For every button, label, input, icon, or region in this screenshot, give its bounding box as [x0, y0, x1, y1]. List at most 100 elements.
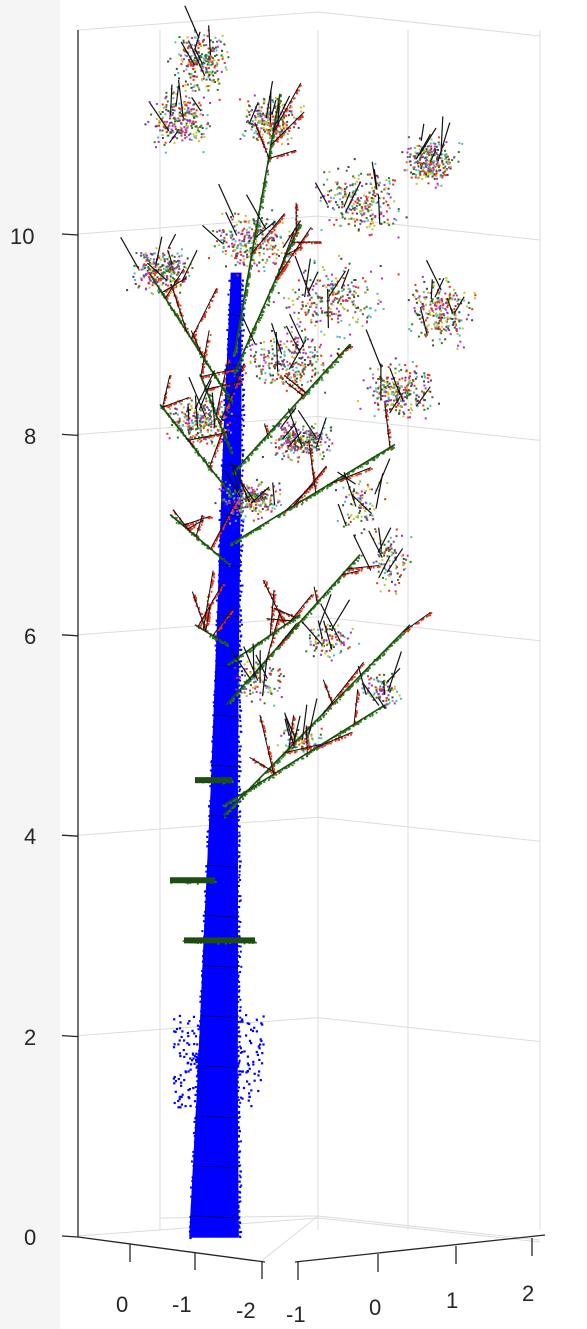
- trunk-slice: [211, 755, 239, 759]
- trunk-slice: [219, 545, 241, 549]
- point: [241, 460, 244, 462]
- point: [246, 1062, 249, 1065]
- point: [221, 530, 224, 533]
- point: [220, 420, 223, 423]
- point: [236, 1105, 239, 1108]
- point: [289, 410, 292, 413]
- point: [236, 383, 238, 385]
- point: [200, 1063, 203, 1066]
- point: [238, 1110, 241, 1113]
- point: [307, 726, 310, 729]
- trunk-slice: [219, 543, 241, 547]
- point: [224, 420, 227, 423]
- point: [219, 604, 222, 607]
- point: [238, 900, 241, 903]
- point: [237, 736, 240, 738]
- point: [231, 661, 234, 664]
- point: [202, 460, 205, 463]
- trunk-slice: [190, 1216, 239, 1220]
- point: [228, 370, 231, 372]
- trunk-slice: [219, 541, 241, 545]
- point: [237, 1000, 240, 1003]
- point: [309, 444, 312, 447]
- point: [208, 517, 211, 520]
- point: [222, 453, 225, 456]
- point: [369, 667, 371, 669]
- trunk-slice: [213, 717, 239, 721]
- point: [195, 598, 197, 601]
- point: [203, 1065, 206, 1068]
- point: [272, 653, 275, 656]
- point: [237, 604, 240, 607]
- point: [220, 534, 223, 537]
- point: [226, 1062, 229, 1065]
- trunk-slice: [219, 547, 241, 551]
- point: [196, 1111, 199, 1114]
- point: [400, 635, 402, 637]
- point: [301, 503, 303, 506]
- point: [223, 444, 226, 446]
- point: [239, 1009, 242, 1012]
- trunk-slice: [198, 1052, 238, 1056]
- point: [211, 461, 214, 463]
- trunk-slice: [212, 731, 239, 735]
- point: [217, 644, 220, 647]
- trunk-slice: [214, 685, 239, 689]
- point: [357, 467, 359, 470]
- point: [285, 266, 288, 268]
- point: [268, 300, 271, 303]
- point: [218, 585, 221, 588]
- point: [350, 678, 353, 681]
- trunk-slice: [194, 1130, 239, 1134]
- point: [382, 654, 385, 657]
- point: [244, 794, 247, 797]
- point: [361, 465, 364, 468]
- point: [166, 405, 169, 408]
- point: [221, 438, 224, 441]
- point: [245, 682, 248, 685]
- trunk-slice: [230, 274, 242, 278]
- trunk-slice: [200, 1016, 238, 1020]
- point: [223, 524, 225, 527]
- point: [255, 785, 257, 788]
- point: [314, 722, 316, 725]
- point: [262, 1015, 265, 1018]
- point: [202, 438, 205, 440]
- point: [247, 342, 250, 345]
- trunk-slice: [206, 881, 238, 885]
- point: [267, 430, 270, 433]
- point: [194, 1150, 197, 1153]
- trunk-slice: [217, 611, 240, 615]
- point: [239, 1231, 241, 1234]
- trunk-slice: [228, 328, 242, 332]
- trunk-slice: [215, 667, 239, 671]
- point: [206, 885, 209, 888]
- point: [170, 307, 172, 310]
- point: [239, 1222, 242, 1224]
- point: [201, 613, 204, 615]
- point: [273, 599, 276, 602]
- trunk-slice: [191, 1184, 239, 1188]
- point: [219, 539, 222, 542]
- point: [241, 374, 244, 377]
- point: [239, 971, 242, 973]
- point: [229, 334, 232, 337]
- point: [221, 494, 224, 497]
- point: [208, 595, 211, 598]
- point: [198, 528, 201, 531]
- point: [275, 608, 278, 611]
- point: [199, 1025, 202, 1028]
- point: [242, 462, 245, 465]
- point: [221, 478, 224, 481]
- point: [208, 303, 211, 306]
- point: [254, 242, 257, 245]
- point: [268, 745, 270, 748]
- point: [281, 611, 284, 614]
- point: [213, 693, 216, 696]
- point: [246, 1055, 249, 1058]
- point: [269, 592, 272, 595]
- point: [242, 433, 245, 436]
- point: [237, 856, 240, 859]
- point: [311, 483, 314, 485]
- point: [218, 1062, 221, 1065]
